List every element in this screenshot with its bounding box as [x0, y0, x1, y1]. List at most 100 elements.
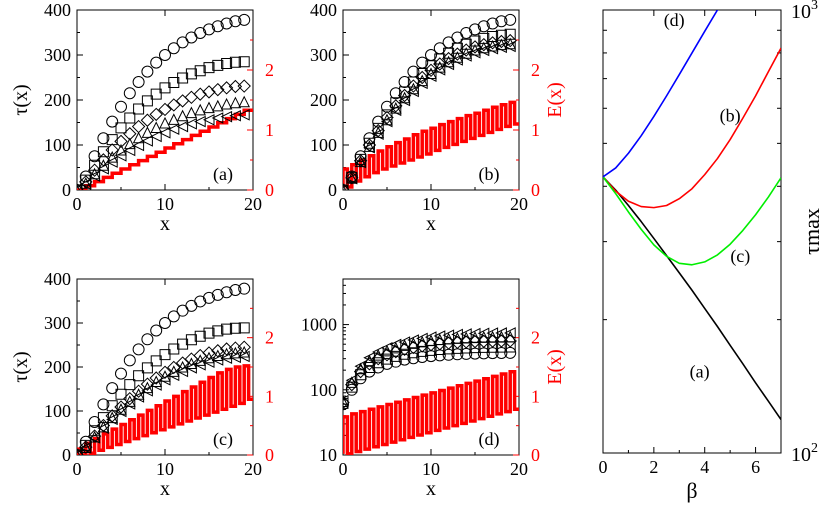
curve-label: (d) — [664, 10, 685, 31]
circle-marker — [141, 333, 154, 346]
tri-left-marker — [167, 123, 180, 136]
tri-left-marker — [363, 351, 375, 364]
square-marker — [390, 350, 402, 362]
circle-marker — [150, 56, 163, 69]
tri-left-marker — [88, 170, 101, 182]
tri-left-marker — [495, 327, 507, 339]
y-tick-label: 0 — [62, 180, 71, 200]
y-axis-label: τ(x) — [10, 84, 32, 115]
square-marker — [168, 76, 180, 88]
square-marker — [238, 56, 250, 68]
diamond-marker — [175, 94, 190, 108]
diamond-marker — [441, 51, 456, 66]
diamond-marker — [140, 377, 155, 391]
square-marker — [194, 330, 206, 342]
triangle-marker — [150, 121, 163, 133]
circle-marker — [194, 295, 207, 308]
x-tick-label: 10 — [422, 459, 440, 479]
y2-tick-label: 0 — [531, 445, 540, 465]
panel-tag: (b) — [479, 164, 500, 185]
x-axis-label: x — [426, 213, 436, 235]
diamond-marker — [105, 143, 119, 157]
x-tick-label: 10 — [422, 194, 440, 214]
tri-left-marker — [486, 42, 499, 55]
square-marker — [141, 95, 153, 107]
triangle-marker — [176, 360, 189, 373]
tri-left-marker — [363, 141, 375, 154]
tri-left-marker — [407, 334, 419, 346]
diamond-marker — [211, 344, 225, 358]
tri-left-marker — [238, 350, 250, 363]
curve-d — [603, 10, 719, 178]
tri-left-marker — [106, 156, 118, 168]
y-tick-label: 103 — [791, 0, 818, 23]
x-tick-label: 10 — [156, 194, 174, 214]
tri-left-marker — [504, 40, 516, 53]
circle-marker — [220, 286, 233, 299]
diamond-marker — [140, 113, 155, 127]
x-axis-label: x — [160, 478, 170, 500]
circle-marker — [123, 87, 136, 100]
circle-marker — [115, 100, 127, 113]
tri-left-marker — [416, 77, 428, 90]
triangle-marker — [159, 116, 171, 129]
tri-left-marker — [185, 118, 197, 130]
y-tick-label: 102 — [791, 441, 818, 466]
triangle-marker — [203, 351, 215, 364]
plot-area — [343, 13, 519, 190]
square-marker — [133, 103, 145, 115]
y2-tick-label: 0 — [265, 180, 274, 200]
diamond-marker — [131, 384, 146, 398]
y-tick-label: 400 — [44, 0, 71, 20]
diamond-marker — [389, 99, 403, 113]
triangle-marker — [372, 349, 385, 361]
diamond-marker — [202, 85, 216, 99]
y-tick-label: 300 — [310, 45, 337, 65]
tri-left-marker — [106, 413, 118, 426]
square-marker — [115, 122, 127, 134]
x-tick-label: 20 — [244, 459, 262, 479]
y-tick-base: 10 — [791, 1, 811, 23]
tri-left-marker — [202, 113, 215, 126]
diamond-marker — [503, 33, 517, 48]
circle-marker — [238, 282, 251, 295]
square-marker — [238, 322, 250, 334]
y-tick-label: 100 — [44, 401, 71, 421]
x-tick-label: 0 — [73, 459, 82, 479]
square-marker — [177, 72, 189, 84]
triangle-marker — [106, 151, 119, 163]
curve-c — [603, 176, 781, 266]
x-axis-label: x — [160, 213, 170, 235]
diamond-marker — [158, 365, 172, 379]
tri-left-marker — [176, 120, 189, 133]
square-marker — [185, 334, 197, 346]
y-tick-label: 300 — [44, 313, 71, 333]
x-tick-label: 0 — [339, 459, 348, 479]
tri-left-marker — [141, 384, 153, 397]
circle-marker — [185, 299, 198, 312]
tri-left-marker — [389, 104, 402, 117]
tri-left-marker — [504, 327, 516, 339]
diamond-marker — [433, 57, 447, 71]
circle-marker — [159, 49, 171, 61]
plot-area — [603, 10, 781, 420]
square-marker — [407, 347, 419, 359]
diamond-marker — [406, 79, 421, 93]
tri-left-marker — [211, 112, 224, 124]
triangle-marker — [211, 99, 224, 112]
square-marker — [159, 349, 171, 361]
y-tick-label: 300 — [44, 45, 71, 65]
square-marker — [115, 388, 127, 400]
triangle-marker — [203, 101, 215, 114]
square-marker — [150, 355, 162, 367]
tri-left-marker — [468, 46, 481, 59]
triangle-marker — [238, 95, 251, 108]
x-axis-label: x — [426, 478, 436, 500]
triangle-marker — [185, 357, 198, 369]
x-tick-label: 20 — [510, 459, 528, 479]
y2-tick-label: 2 — [265, 328, 274, 348]
